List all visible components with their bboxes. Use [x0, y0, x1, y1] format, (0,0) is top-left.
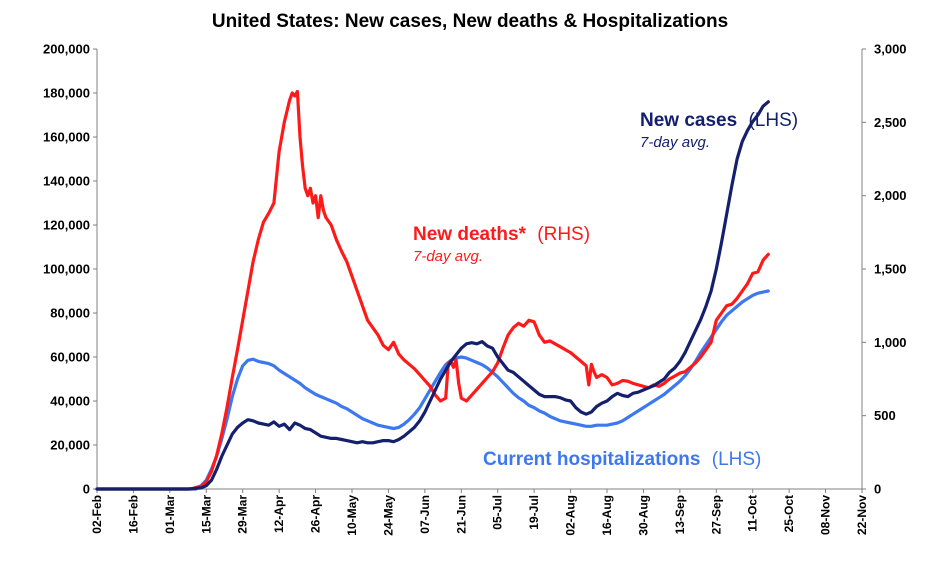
x-tick-label: 08-Nov: [819, 495, 833, 535]
x-tick-label: 19-Jul: [527, 495, 541, 530]
x-tick-label: 01-Mar: [163, 495, 177, 534]
x-tick-label: 15-Mar: [199, 495, 213, 534]
y-left-tick-label: 180,000: [43, 86, 90, 101]
cases-annotation: New cases (LHS): [640, 110, 798, 131]
deaths-annotation: New deaths* (RHS): [413, 224, 590, 245]
cases-annotation-title: New cases: [640, 110, 737, 131]
x-tick-label: 16-Aug: [600, 495, 614, 536]
chart-title: United States: New cases, New deaths & H…: [212, 11, 728, 32]
y-left-tick-label: 120,000: [43, 218, 90, 233]
x-tick-label: 05-Jul: [491, 495, 505, 530]
y-left-tick-labels: 0 20,000 40,000 60,000 80,000 100,000 120,000 1…: [43, 42, 97, 497]
deaths-annotation-axis: (RHS): [537, 224, 590, 245]
y-left-tick-label: 60,000: [50, 350, 90, 365]
x-tick-label: 10-May: [345, 495, 359, 536]
x-tick-label: 26-Apr: [309, 495, 323, 533]
x-tick-label: 07-Jun: [418, 495, 432, 534]
y-right-tick-label: 2,500: [874, 115, 907, 130]
deaths-annotation-sub: 7-day avg.: [413, 248, 483, 265]
y-right-tick-label: 0: [874, 482, 881, 497]
y-left-tick-label: 80,000: [50, 306, 90, 321]
x-tick-label: 27-Sep: [709, 495, 723, 534]
x-tick-label: 12-Apr: [272, 495, 286, 533]
y-right-tick-label: 500: [874, 408, 896, 423]
x-tick-label: 25-Oct: [782, 495, 796, 532]
y-left-tick-label: 200,000: [43, 42, 90, 57]
y-right-tick-label: 1,000: [874, 335, 907, 350]
x-tick-label: 30-Aug: [636, 495, 650, 536]
hosp-annotation-axis: (LHS): [712, 449, 762, 470]
hosp-annotation-title: Current hospitalizations: [483, 449, 700, 470]
y-left-tick-label: 100,000: [43, 262, 90, 277]
x-tick-label: 11-Oct: [746, 495, 760, 532]
cases-annotation-axis: (LHS): [748, 110, 798, 131]
x-tick-label: 16-Feb: [126, 495, 140, 534]
x-tick-label: 02-Feb: [90, 495, 104, 534]
x-tick-label: 24-May: [381, 495, 395, 536]
cases-annotation-sub: 7-day avg.: [640, 134, 710, 151]
y-left-tick-label: 160,000: [43, 130, 90, 145]
x-tick-label: 29-Mar: [236, 495, 250, 534]
y-right-tick-labels: 0 500 1,000 1,500 2,000 2,500 3,000: [862, 42, 907, 497]
series-line-hosp: [95, 289, 770, 491]
y-left-tick-label: 0: [83, 482, 90, 497]
x-tick-labels: 02-Feb 16-Feb 01-Mar 15-Mar 29-Mar 12-Apr 26-A…: [90, 489, 869, 536]
x-tick-label: 02-Aug: [564, 495, 578, 536]
hosp-annotation: Current hospitalizations (LHS): [483, 449, 761, 470]
y-left-tick-label: 20,000: [50, 438, 90, 453]
deaths-annotation-title: New deaths*: [413, 224, 527, 245]
series-layer: [95, 89, 770, 491]
y-right-tick-label: 3,000: [874, 42, 907, 57]
y-right-tick-label: 1,500: [874, 262, 907, 277]
x-tick-label: 22-Nov: [855, 495, 869, 535]
y-left-tick-label: 40,000: [50, 394, 90, 409]
x-tick-label: 13-Sep: [673, 495, 687, 534]
y-right-tick-label: 2,000: [874, 188, 907, 203]
y-left-tick-label: 140,000: [43, 174, 90, 189]
series-line-cases: [95, 100, 770, 491]
series-line-deaths: [95, 89, 770, 491]
x-tick-label: 21-Jun: [454, 495, 468, 534]
